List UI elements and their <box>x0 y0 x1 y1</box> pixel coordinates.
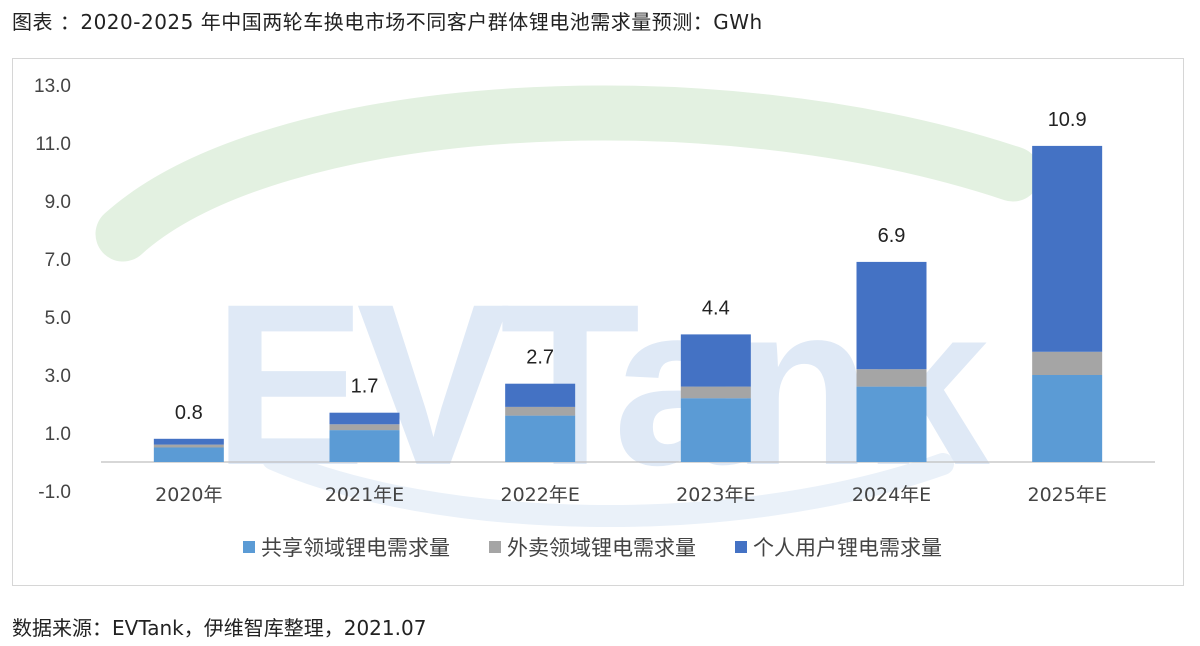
y-tick-label: 9.0 <box>45 192 71 213</box>
x-tick-label: 2021年E <box>325 484 404 506</box>
legend-label-3: 个人用户锂电需求量 <box>753 536 942 560</box>
watermark-swoosh <box>95 85 1041 262</box>
bar-segment-3 <box>856 261 927 370</box>
total-data-label: 4.4 <box>702 297 730 319</box>
legend-swatch-3 <box>735 541 747 553</box>
bar-segment-2 <box>329 424 400 431</box>
bar-segment-3 <box>505 383 576 407</box>
y-tick-label: -1.0 <box>38 482 71 503</box>
bar-segment-1 <box>329 430 400 462</box>
x-tick-label: 2023年E <box>676 484 755 506</box>
bar-segment-1 <box>1032 375 1103 462</box>
legend-swatch-2 <box>489 541 501 553</box>
y-tick-label: 11.0 <box>35 134 71 155</box>
bar-segment-1 <box>153 447 224 462</box>
legend-swatch-1 <box>243 541 255 553</box>
y-tick-label: 1.0 <box>45 424 71 445</box>
chart-frame: EVTank 13.0 11.0 9.0 7.0 5.0 3.0 1.0 -1.0 0.8 2020… <box>12 58 1184 586</box>
bar-segment-2 <box>505 406 576 416</box>
x-tick-label: 2024年E <box>852 484 931 506</box>
bar-segment-3 <box>680 334 751 387</box>
watermark-underline <box>262 448 954 528</box>
bar-segment-2 <box>153 444 224 448</box>
source-note: 数据来源：EVTank，伊维智库整理，2021.07 <box>12 616 427 640</box>
legend-label-2: 外卖领域锂电需求量 <box>507 536 696 560</box>
legend-label-1: 共享领域锂电需求量 <box>261 536 450 560</box>
x-tick-label: 2020年 <box>155 484 222 506</box>
y-tick-label: 7.0 <box>45 250 71 271</box>
bar-segment-2 <box>1032 351 1103 375</box>
bar-segment-3 <box>153 438 224 445</box>
bar-segment-1 <box>505 415 576 462</box>
total-data-label: 6.9 <box>878 225 906 247</box>
total-data-label: 0.8 <box>175 402 203 424</box>
bar-segment-1 <box>856 386 927 462</box>
bar-segment-1 <box>680 398 751 462</box>
x-tick-label: 2025年E <box>1027 484 1106 506</box>
total-data-label: 10.9 <box>1048 109 1087 131</box>
y-tick-label: 3.0 <box>45 366 71 387</box>
total-data-label: 2.7 <box>526 347 554 369</box>
bar-segment-3 <box>1032 145 1103 352</box>
y-tick-label: 5.0 <box>45 308 71 329</box>
chart-title: 图表 ：2020-2025 年中国两轮车换电市场不同客户群体锂电池需求量预测：G… <box>12 10 763 34</box>
total-data-label: 1.7 <box>351 376 379 398</box>
bar-segment-3 <box>329 412 400 425</box>
bar-segment-2 <box>856 369 927 387</box>
stacked-bar-chart: EVTank13.011.09.07.05.03.01.0-1.00.82020… <box>34 76 1155 560</box>
x-tick-label: 2022年E <box>500 484 579 506</box>
y-tick-label: 13.0 <box>34 76 71 97</box>
bar-segment-2 <box>680 386 751 399</box>
